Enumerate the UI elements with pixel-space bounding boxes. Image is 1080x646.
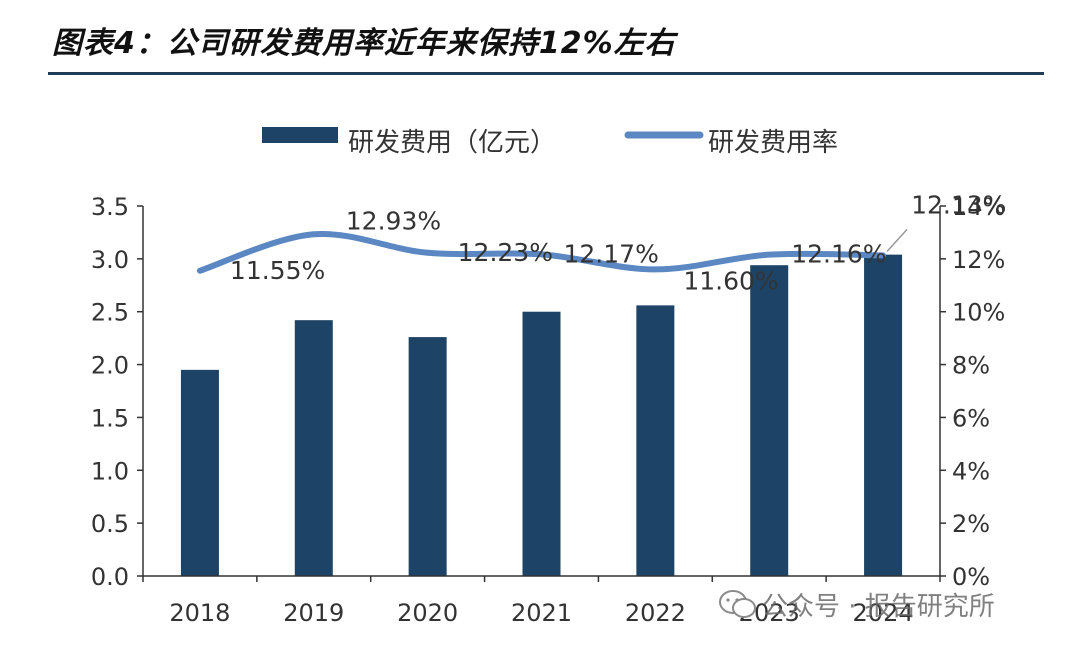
left-tick-label: 0.5 [91,510,129,538]
bar-2023 [750,265,789,576]
left-tick-label: 1.5 [91,404,129,432]
right-tick-label: 4% [952,457,990,485]
x-tick-label-2020: 2020 [397,599,458,627]
bar-2024 [864,254,903,576]
rate-line [196,230,887,274]
legend-label-bars: 研发费用（亿元） [348,128,556,158]
x-tick-label-2019: 2019 [283,599,344,627]
right-tick-label: 14% [952,193,1005,221]
left-tick-label: 2.5 [91,299,129,327]
wechat-icon [719,590,756,618]
legend-swatch-bars [262,127,338,143]
x-tick-label-2024: 2024 [853,599,914,627]
legend-label-line: 研发费用率 [708,128,838,158]
left-tick-label: 1.0 [91,457,129,485]
bar-2022 [636,305,675,576]
x-tick-label-2021: 2021 [511,599,572,627]
rate-label-2019: 12.93% [346,206,441,235]
left-tick-label: 3.0 [91,246,129,274]
right-tick-label: 8% [952,352,990,380]
bar-2021 [522,311,561,576]
rate-label-leader [886,228,908,252]
rate-label-2024: 12.13% [911,190,1006,219]
right-tick-label: 6% [952,404,990,432]
right-tick-label: 2% [952,510,990,538]
right-tick-label: 10% [952,299,1005,327]
left-tick-label: 0.0 [91,563,129,591]
rate-label-2022: 11.60% [683,266,778,295]
chart-title: 图表4：公司研发费用率近年来保持12%左右 [52,26,676,61]
right-tick-label: 12% [952,246,1005,274]
rate-label-2018: 11.55% [230,256,325,285]
bar-2019 [294,320,333,576]
bar-2018 [180,369,219,576]
rate-label-2020: 12.23% [458,238,553,267]
rate-label-2023: 12.16% [791,240,886,269]
x-tick-label-2022: 2022 [625,599,686,627]
bar-2020 [408,337,447,576]
right-tick-label: 0% [952,563,990,591]
title-divider [48,72,1044,75]
x-tick-label-2018: 2018 [169,599,230,627]
left-tick-label: 2.0 [91,352,129,380]
left-tick-label: 3.5 [91,193,129,221]
watermark-text: 公众号 · 报告研究所 [762,592,995,622]
rate-label-2021: 12.17% [564,239,659,268]
